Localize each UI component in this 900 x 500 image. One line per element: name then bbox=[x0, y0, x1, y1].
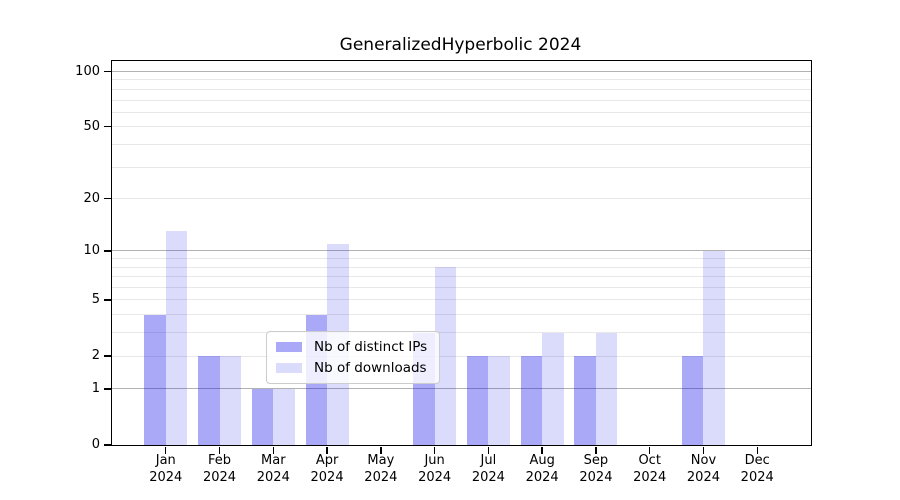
x-axis-tick-mark bbox=[380, 446, 382, 454]
minor-gridline bbox=[112, 143, 811, 145]
minor-gridline bbox=[112, 99, 811, 101]
legend-entry: Nb of distinct IPs bbox=[276, 339, 427, 355]
bar-downloads-nov bbox=[703, 250, 725, 445]
x-axis-tick-label: Mar 2024 bbox=[256, 453, 290, 485]
minor-gridline bbox=[112, 332, 811, 334]
y-axis-tick-label: 10 bbox=[83, 242, 100, 258]
y-axis-tick-label: 1 bbox=[91, 380, 100, 396]
x-axis-tick-mark bbox=[272, 446, 274, 454]
major-gridline bbox=[112, 388, 811, 390]
y-axis-tick-mark bbox=[103, 250, 111, 252]
minor-gridline bbox=[112, 314, 811, 316]
bar-downloads-jul bbox=[488, 356, 510, 445]
bar-downloads-sep bbox=[595, 332, 618, 445]
x-axis-tick-mark bbox=[487, 446, 490, 454]
major-gridline bbox=[112, 71, 811, 72]
minor-gridline bbox=[112, 276, 811, 278]
x-axis-tick-label: Aug 2024 bbox=[525, 453, 559, 485]
bar-distinct-ips-nov bbox=[681, 356, 704, 445]
x-axis-tick-label: Dec 2024 bbox=[740, 453, 774, 485]
bar-distinct-ips-feb bbox=[198, 356, 220, 445]
plot-area: 0 1 2 5 10 20 50 100 Jan 2024 Feb 2024 Mar 2024 Apr… bbox=[75, 60, 812, 485]
y-axis-tick-label: 100 bbox=[75, 63, 100, 79]
bar-distinct-ips-aug bbox=[520, 356, 543, 445]
y-axis-tick-mark bbox=[103, 197, 111, 200]
major-gridline bbox=[112, 250, 811, 252]
bar-distinct-ips-sep bbox=[574, 356, 596, 445]
y-axis-tick-label: 2 bbox=[91, 348, 100, 364]
bar-downloads-jan bbox=[165, 231, 188, 445]
y-axis-tick-mark bbox=[103, 388, 111, 390]
x-axis-tick-label: Jun 2024 bbox=[418, 453, 452, 485]
chart-title: GeneralizedHyperbolic 2024 bbox=[339, 35, 582, 55]
bar-downloads-mar bbox=[273, 388, 295, 445]
legend-swatch-downloads bbox=[276, 363, 302, 373]
x-axis-tick-mark bbox=[595, 446, 597, 454]
x-axis-tick-label: Apr 2024 bbox=[310, 453, 344, 485]
minor-gridline bbox=[112, 355, 811, 357]
y-axis-tick-mark bbox=[103, 355, 111, 357]
minor-gridline bbox=[112, 126, 811, 128]
bar-downloads-aug bbox=[542, 332, 564, 445]
x-axis-tick-mark bbox=[756, 446, 758, 454]
x-axis-tick-mark bbox=[326, 446, 328, 454]
minor-gridline bbox=[112, 111, 811, 113]
y-axis-tick-label: 5 bbox=[91, 291, 100, 307]
x-axis-tick-mark bbox=[541, 446, 543, 454]
minor-gridline bbox=[112, 266, 811, 268]
y-axis-tick-mark bbox=[103, 126, 111, 128]
minor-gridline bbox=[112, 166, 811, 168]
minor-gridline bbox=[112, 88, 811, 90]
x-axis-tick-label: Sep 2024 bbox=[579, 453, 613, 485]
legend-label: Nb of downloads bbox=[314, 360, 427, 376]
x-axis-tick-label: Jul 2024 bbox=[471, 453, 505, 485]
legend-label: Nb of distinct IPs bbox=[314, 339, 428, 355]
bar-downloads-feb bbox=[219, 356, 242, 445]
x-axis-tick-label: Jan 2024 bbox=[149, 453, 183, 485]
x-axis-tick-mark bbox=[702, 446, 705, 454]
x-axis-tick-mark bbox=[165, 446, 167, 454]
y-axis-tick-label: 0 bbox=[91, 437, 100, 452]
y-axis-tick-mark bbox=[103, 70, 111, 73]
x-axis-tick-mark bbox=[648, 446, 651, 454]
bar-downloads-jun bbox=[434, 267, 457, 445]
x-axis-tick-label: Feb 2024 bbox=[202, 453, 237, 485]
x-axis-tick-label: Oct 2024 bbox=[633, 453, 667, 485]
x-axis-tick-label: Nov 2024 bbox=[686, 453, 720, 485]
minor-gridline bbox=[112, 287, 811, 289]
y-axis-tick-mark bbox=[103, 299, 111, 301]
bar-distinct-ips-jan bbox=[144, 314, 166, 445]
x-axis-tick-mark bbox=[433, 446, 436, 454]
y-axis-tick-mark bbox=[103, 444, 111, 446]
legend-entry: Nb of downloads bbox=[276, 360, 427, 376]
x-axis-tick-mark bbox=[218, 446, 221, 454]
bar-distinct-ips-jul bbox=[466, 356, 489, 445]
bar-distinct-ips-mar bbox=[251, 388, 274, 445]
legend-swatch-distinct-ips bbox=[276, 342, 302, 352]
legend: Nb of distinct IPs Nb of downloads bbox=[266, 331, 441, 384]
x-axis-tick-label: May 2024 bbox=[364, 453, 398, 485]
y-axis-tick-label: 20 bbox=[83, 190, 100, 206]
minor-gridline bbox=[112, 79, 811, 81]
minor-gridline bbox=[112, 258, 811, 260]
y-axis-tick-label: 50 bbox=[83, 118, 100, 134]
minor-gridline bbox=[112, 198, 811, 200]
minor-gridline bbox=[112, 299, 811, 301]
